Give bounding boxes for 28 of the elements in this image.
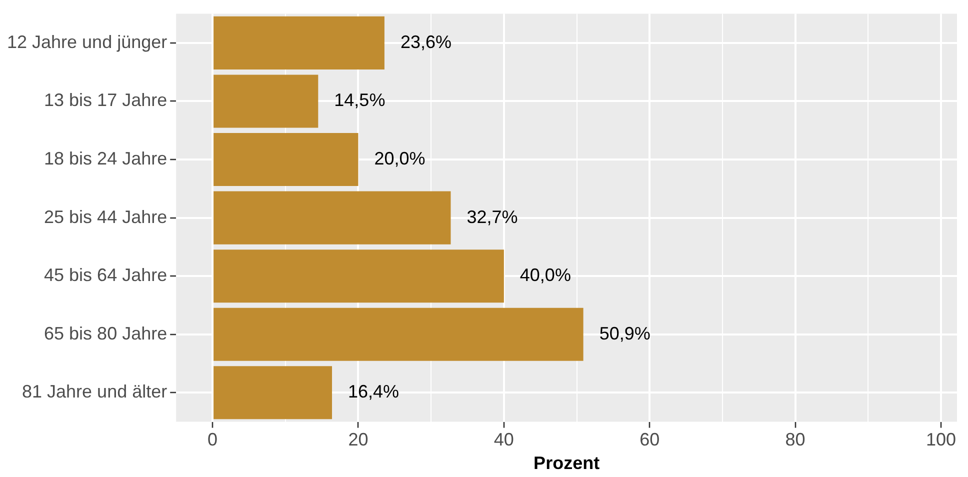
data-label: 20,0% bbox=[374, 148, 426, 168]
data-label: 40,0% bbox=[520, 265, 571, 286]
y-tick-label: 81 Jahre und älter bbox=[22, 382, 168, 402]
y-tick-label: 13 bis 17 Jahre bbox=[44, 90, 168, 110]
x-tick-label: 40 bbox=[494, 430, 514, 450]
x-tick-label: 0 bbox=[208, 430, 218, 450]
y-tick-label: 18 bis 24 Jahre bbox=[44, 148, 168, 168]
x-tick-label: 80 bbox=[785, 430, 806, 450]
bar bbox=[214, 250, 504, 303]
data-label: 50,9% bbox=[599, 323, 650, 344]
bar bbox=[214, 16, 384, 70]
y-tick-label: 25 bis 44 Jahre bbox=[44, 206, 168, 227]
data-label: 23,6% bbox=[400, 32, 452, 52]
x-tick-label: 20 bbox=[348, 430, 368, 450]
data-label: 32,7% bbox=[466, 206, 518, 227]
y-tick-label: 45 bis 64 Jahre bbox=[44, 265, 168, 286]
y-tick-label: 65 bis 80 Jahre bbox=[44, 323, 168, 344]
bar bbox=[214, 74, 318, 128]
bar bbox=[214, 366, 332, 420]
bar bbox=[214, 132, 358, 186]
data-label: 16,4% bbox=[348, 382, 400, 402]
data-label: 14,5% bbox=[334, 90, 386, 110]
x-tick-label: 60 bbox=[640, 430, 660, 450]
x-axis-title: Prozent bbox=[534, 453, 600, 474]
bar bbox=[214, 191, 451, 244]
bar bbox=[214, 308, 584, 361]
y-tick-label: 12 Jahre und jünger bbox=[6, 32, 168, 52]
x-tick-label: 100 bbox=[926, 430, 956, 450]
